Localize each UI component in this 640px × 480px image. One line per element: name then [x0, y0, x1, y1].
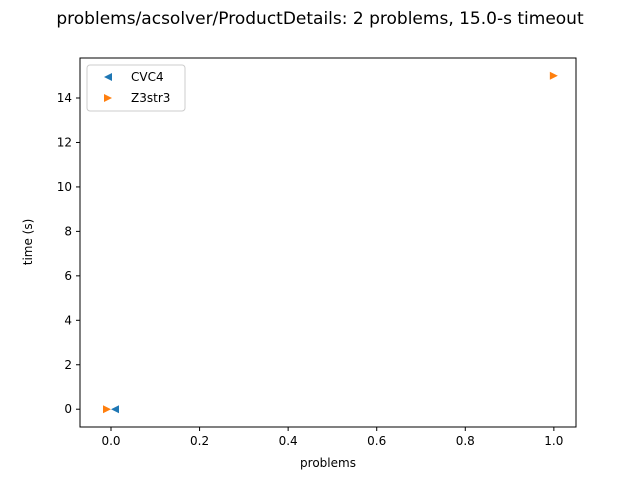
data-point-cvc4 — [111, 405, 119, 414]
legend-label-z3str3: Z3str3 — [131, 91, 170, 105]
y-tick-label: 2 — [64, 358, 72, 372]
y-tick-label: 4 — [64, 313, 72, 327]
chart-title: problems/acsolver/ProductDetails: 2 prob… — [56, 9, 584, 29]
x-axis-label: problems — [300, 456, 356, 470]
x-tick-label: 0.4 — [279, 434, 298, 448]
data-point-z3str3 — [103, 405, 111, 414]
x-tick-label: 0.8 — [456, 434, 475, 448]
y-tick-label: 10 — [57, 180, 72, 194]
legend: CVC4 Z3str3 — [86, 64, 186, 112]
legend-label-cvc4: CVC4 — [131, 70, 164, 84]
y-tick-label: 8 — [64, 224, 72, 238]
x-tick-label: 1.0 — [544, 434, 563, 448]
data-points — [103, 71, 558, 414]
x-tick-label: 0.2 — [190, 434, 209, 448]
data-point-z3str3 — [549, 71, 558, 80]
plot-area — [79, 57, 577, 428]
y-tick-label: 0 — [64, 402, 72, 416]
y-axis-label: time (s) — [21, 219, 35, 266]
x-tick-label: 0.0 — [101, 434, 120, 448]
x-tick-label: 0.6 — [367, 434, 386, 448]
x-axis: 0.0 0.2 0.4 0.6 0.8 1.0 — [101, 427, 563, 448]
y-tick-label: 6 — [64, 269, 72, 283]
y-axis: 0 2 4 6 8 10 12 14 — [57, 91, 80, 416]
legend-marker-z3str3 — [104, 94, 112, 102]
y-tick-label: 14 — [57, 91, 72, 105]
legend-marker-cvc4 — [104, 73, 112, 81]
y-tick-label: 12 — [57, 135, 72, 149]
